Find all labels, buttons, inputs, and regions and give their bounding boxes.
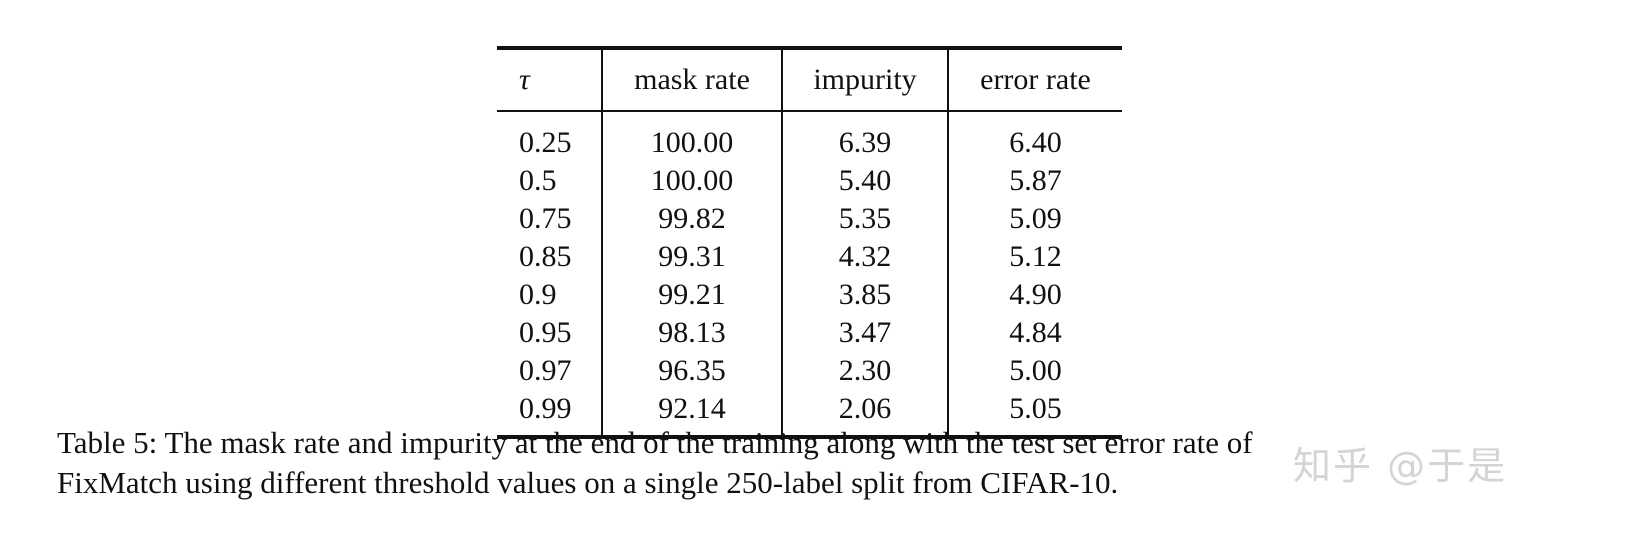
cell-mask-rate: 99.21 (601, 276, 782, 314)
cell-error-rate: 5.00 (947, 352, 1122, 390)
cell-impurity: 6.39 (781, 124, 948, 162)
header-impurity: impurity (781, 50, 948, 110)
table-row: 0.75 99.82 5.35 5.09 (497, 200, 1122, 238)
cell-tau: 0.97 (519, 354, 572, 387)
header-tau: τ (519, 63, 530, 96)
bottom-rule (497, 435, 1122, 439)
watermark: 知乎 @于是 (1293, 444, 1508, 488)
top-rule (497, 46, 1122, 50)
cell-mask-rate: 100.00 (601, 162, 782, 200)
cell-tau: 0.9 (519, 278, 557, 311)
table-row: 0.85 99.31 4.32 5.12 (497, 238, 1122, 276)
header-row: τ mask rate impurity error rate (497, 50, 1122, 110)
cell-impurity: 5.35 (781, 200, 948, 238)
cell-error-rate: 4.84 (947, 314, 1122, 352)
caption-line-1: Table 5: The mask rate and impurity at t… (57, 425, 1253, 460)
cell-tau: 0.5 (519, 164, 557, 197)
cell-impurity: 5.40 (781, 162, 948, 200)
cell-impurity: 2.06 (781, 390, 948, 428)
table-row: 0.25 100.00 6.39 6.40 (497, 124, 1122, 162)
header-rule (497, 110, 1122, 112)
cell-tau: 0.25 (519, 126, 572, 159)
cell-tau: 0.99 (519, 392, 572, 425)
table-row: 0.9 99.21 3.85 4.90 (497, 276, 1122, 314)
table-row: 0.99 92.14 2.06 5.05 (497, 390, 1122, 428)
cell-mask-rate: 99.82 (601, 200, 782, 238)
cell-error-rate: 5.12 (947, 238, 1122, 276)
results-table: τ mask rate impurity error rate 0.25 100… (497, 46, 1122, 439)
threshold-table: τ mask rate impurity error rate (497, 50, 1122, 110)
cell-error-rate: 5.05 (947, 390, 1122, 428)
cell-mask-rate: 92.14 (601, 390, 782, 428)
cell-tau: 0.85 (519, 240, 572, 273)
cell-tau: 0.95 (519, 316, 572, 349)
cell-impurity: 4.32 (781, 238, 948, 276)
cell-tau: 0.75 (519, 202, 572, 235)
threshold-table-body: 0.25 100.00 6.39 6.40 0.5 100.00 5.40 5.… (497, 112, 1122, 435)
header-error-rate: error rate (947, 50, 1122, 110)
cell-impurity: 3.47 (781, 314, 948, 352)
table-caption: Table 5: The mask rate and impurity at t… (57, 423, 1567, 503)
cell-mask-rate: 100.00 (601, 124, 782, 162)
cell-impurity: 2.30 (781, 352, 948, 390)
cell-error-rate: 5.09 (947, 200, 1122, 238)
header-mask-rate: mask rate (601, 50, 782, 110)
table-row: 0.5 100.00 5.40 5.87 (497, 162, 1122, 200)
caption-line-2: FixMatch using different threshold value… (57, 465, 1119, 500)
cell-mask-rate: 96.35 (601, 352, 782, 390)
cell-impurity: 3.85 (781, 276, 948, 314)
table-row: 0.95 98.13 3.47 4.84 (497, 314, 1122, 352)
cell-error-rate: 5.87 (947, 162, 1122, 200)
table-row: 0.97 96.35 2.30 5.00 (497, 352, 1122, 390)
cell-mask-rate: 98.13 (601, 314, 782, 352)
cell-error-rate: 6.40 (947, 124, 1122, 162)
cell-mask-rate: 99.31 (601, 238, 782, 276)
cell-error-rate: 4.90 (947, 276, 1122, 314)
